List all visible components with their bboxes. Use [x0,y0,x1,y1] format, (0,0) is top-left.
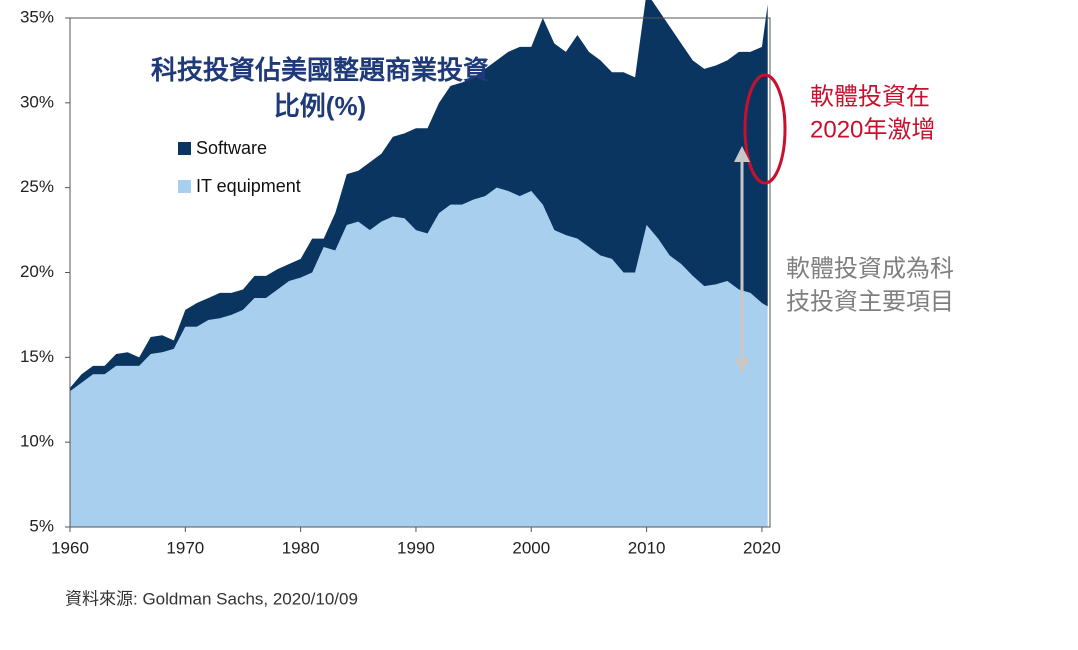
x-tick-label: 2010 [628,538,666,557]
annotation: 軟體投資成為科 [786,255,954,282]
arrow-head [734,358,750,374]
highlight-ellipse [743,73,787,185]
y-tick-label: 25% [20,177,54,196]
chart-title: 比例(%) [274,91,366,121]
y-tick-label: 15% [20,347,54,366]
arrow-head [734,146,750,162]
y-tick-label: 30% [20,92,54,111]
x-tick-label: 1960 [51,538,89,557]
area [70,187,768,527]
x-tick-label: 1970 [166,538,204,557]
legend-label: IT equipment [196,176,301,196]
chart-title: 科技投資佔美國整題商業投資 [151,55,489,85]
annotation: 2020年激增 [810,116,935,143]
y-tick-label: 5% [29,516,54,535]
x-tick-label: 2000 [512,538,550,557]
area [70,0,768,392]
annotation: 技投資主要項目 [786,288,954,315]
y-tick-label: 20% [20,262,54,281]
source: 資料來源: Goldman Sachs, 2020/10/09 [65,589,358,608]
y-tick-label: 10% [20,432,54,451]
legend-swatch [178,180,191,193]
x-tick-label: 1990 [397,538,435,557]
y-tick-label: 35% [20,7,54,26]
annotation: 軟體投資在 [810,83,930,110]
legend-label: Software [196,138,267,158]
x-tick-label: 2020 [743,538,781,557]
x-tick-label: 1980 [282,538,320,557]
legend-swatch [178,142,191,155]
